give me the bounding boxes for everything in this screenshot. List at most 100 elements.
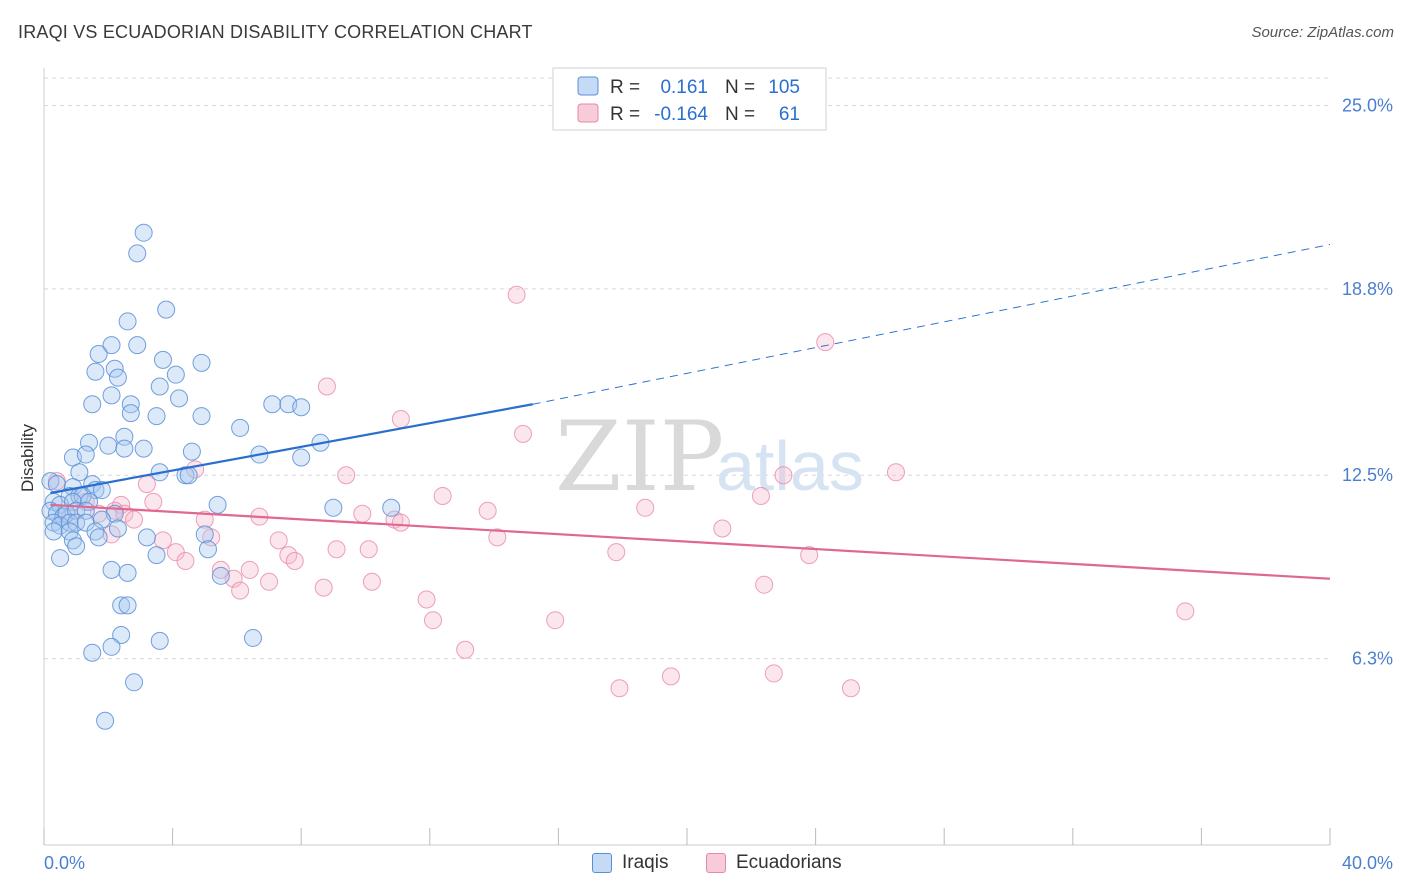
ecuadorian-point (211, 560, 230, 579)
iraqi-point (102, 386, 121, 405)
iraqi-point (166, 365, 185, 384)
chart-source: Source: ZipAtlas.com (1251, 24, 1394, 41)
ecuadorian-point (327, 540, 346, 559)
iraqi-point (198, 540, 217, 559)
iraqi-point (137, 528, 156, 547)
iraqi-point (83, 643, 102, 662)
iraqi-point (263, 395, 282, 414)
ecuadorian-point (800, 546, 819, 565)
iraqi-point (86, 522, 105, 541)
iraqi-point (128, 244, 147, 263)
iraqi-point (231, 418, 250, 437)
ecuadorian-point (176, 552, 195, 571)
iraqi-point (80, 433, 99, 452)
legend-item-iraqis: Iraqis (592, 852, 668, 874)
iraqi-point (292, 398, 311, 417)
y-tick-label: 18.8% (1342, 279, 1393, 299)
ecuadorian-point (488, 528, 507, 547)
iraqi-point (102, 637, 121, 656)
legend-bottom: Iraqis Ecuadorians (0, 852, 1406, 878)
ecuadorian-point (231, 581, 250, 600)
ecuadorian-point (478, 501, 497, 520)
legend-r-value-2: -0.164 (654, 104, 708, 125)
iraqi-point (76, 445, 95, 464)
iraqi-point (125, 673, 144, 692)
iraqi-point (108, 368, 127, 387)
legend-label-iraqis: Iraqis (622, 852, 669, 873)
ecuadorian-point (1176, 602, 1195, 621)
iraqi-point (211, 566, 230, 585)
iraqi-point (89, 528, 108, 547)
iraqi-point (83, 395, 102, 414)
axes: 6.3% 12.5% 18.8% 25.0% 0.0% 40.0% (43, 68, 1393, 873)
legend-swatch-iraqis (592, 853, 612, 873)
iraqi-point (170, 389, 189, 408)
ecuadorian-point (886, 463, 905, 482)
iraqi-point (128, 336, 147, 355)
iraqi-point (243, 628, 262, 647)
iraqi-point (157, 300, 176, 319)
ecuadorian-point (841, 679, 860, 698)
x-tick-label: 0.0% (44, 853, 85, 873)
watermark-zip: ZIP (555, 401, 724, 513)
trend-lines (50, 244, 1331, 580)
iraqi-point (147, 546, 166, 565)
legend-n-label-1: N = (725, 77, 755, 98)
y-axis-label: Disability (18, 423, 37, 492)
iraqi-point (192, 353, 211, 372)
iraqi-point (89, 344, 108, 363)
ecuadorian-point (816, 333, 835, 352)
legend-r-label-1: R = (610, 77, 640, 98)
ecuadorian-point (195, 510, 214, 529)
y-tick-label: 6.3% (1352, 649, 1393, 669)
ecuadorian-point (713, 519, 732, 538)
ecuadorian-point (636, 498, 655, 517)
iraqi-point (67, 537, 86, 556)
iraqi-point (208, 495, 227, 514)
ecuadorian-point (433, 486, 452, 505)
iraqi-point (51, 549, 70, 568)
iraqi-point (121, 404, 140, 423)
ecuadorian-point (774, 466, 793, 485)
ecuadorian-point (610, 679, 629, 698)
iraqi-point (96, 711, 115, 730)
ecuadorian-point (144, 492, 163, 511)
iraqi-point (108, 519, 127, 538)
iraqi-point (382, 498, 401, 517)
iraqi-point (195, 525, 214, 544)
iraqi-point (134, 223, 153, 242)
y-tick-label: 12.5% (1342, 465, 1393, 485)
legend-n-value-1: 105 (768, 77, 800, 98)
ecuadorian-point (137, 475, 156, 494)
iraqi-trend-extension (532, 244, 1331, 405)
ecuadorian-point (362, 572, 381, 591)
ecuadorian-point (424, 611, 443, 630)
x-tick-label: 40.0% (1342, 853, 1393, 873)
iraqi-point (134, 439, 153, 458)
iraqi-point (92, 481, 111, 500)
legend-swatch-ecuadorian (577, 103, 599, 123)
ecuadorian-point (546, 611, 565, 630)
legend-top: R = 0.161 N = 105 R = -0.164 N = 61 (552, 67, 827, 131)
iraqi-point (115, 439, 134, 458)
ecuadorian-point (607, 543, 626, 562)
ecuadorian-point (507, 285, 526, 304)
iraqi-point (112, 625, 131, 644)
iraqi-point (118, 596, 137, 615)
y-tick-label: 25.0% (1342, 95, 1393, 115)
ecuadorian-point (240, 560, 259, 579)
watermark: ZIP atlas (555, 401, 864, 513)
ecuadorian-point (359, 540, 378, 559)
iraqi-point (92, 510, 111, 529)
ecuadorian-point (391, 410, 410, 429)
legend-n-label-2: N = (725, 104, 755, 125)
ecuadorian-point (514, 424, 533, 443)
iraqi-point (324, 498, 343, 517)
iraqi-point (192, 407, 211, 426)
ecuadorian-point (125, 510, 144, 529)
ecuadorian-point (755, 575, 774, 594)
ecuadorian-point (317, 377, 336, 396)
ecuadorian-point (285, 552, 304, 571)
iraqi-point (118, 563, 137, 582)
